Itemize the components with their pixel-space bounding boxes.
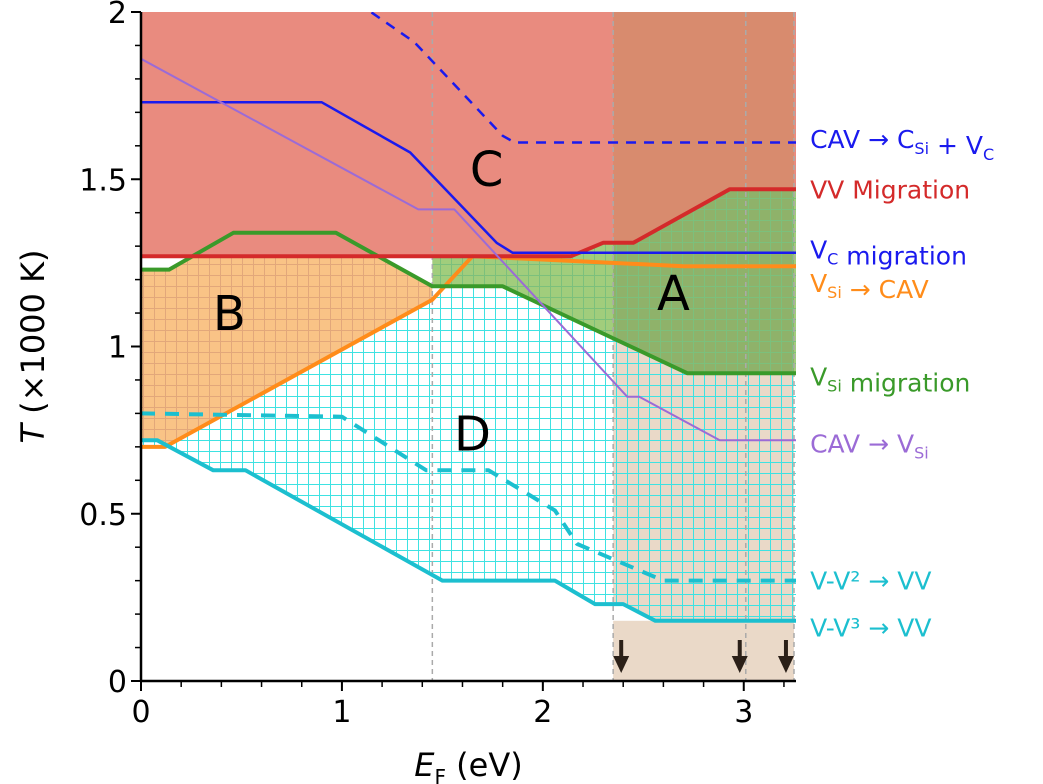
- series-label-vsi_migration: VSi migration: [810, 363, 970, 398]
- series-layer: [141, 12, 796, 673]
- series-v_v3_to_vv: [141, 438, 796, 623]
- axes: 0 1 2 3 0 0.5 1 1.5 2 EF (eV) T (×1000 K): [14, 0, 796, 784]
- arrow-head: [777, 656, 794, 673]
- series-label-vv_migration: VV Migration: [810, 175, 970, 204]
- y-tick-label-0: 0: [108, 665, 127, 700]
- x-axis-title: EF (eV): [414, 746, 522, 784]
- series-label-v_v3_to_vv: V-V³ → VV: [810, 613, 931, 642]
- y-tick-label-1: 1: [108, 331, 127, 366]
- series-label-v_v2_to_vv: V-V² → VV: [810, 567, 931, 596]
- x-tick-label-3: 3: [734, 695, 753, 730]
- region-label-D: D: [454, 406, 491, 462]
- series-label-cav_to_vsi: CAV → VSi: [810, 430, 929, 463]
- x-tick-label-2: 2: [533, 695, 552, 730]
- series-cav_to_csi_vc: [368, 12, 796, 144]
- arrow-marker-1: [731, 640, 748, 673]
- y-tick-label-2: 2: [108, 0, 127, 31]
- y-tick-label-1.5: 1.5: [79, 163, 127, 198]
- series-vsi_migration: [141, 230, 796, 376]
- region-label-C: C: [470, 142, 504, 198]
- region-d-grid: [141, 286, 796, 621]
- arrow-head: [731, 656, 748, 673]
- series-vv_migration: [141, 187, 796, 259]
- series-vc_migration: [141, 101, 796, 255]
- x-tick-label-0: 0: [131, 695, 150, 730]
- regions-layer: [141, 12, 796, 681]
- labels-layer: C B A D VSi → CAV VSi migration VV Migration VC…: [213, 125, 994, 642]
- series-vsi_to_cav: [141, 254, 796, 449]
- reference-lines: [431, 12, 795, 681]
- series-label-vsi_to_cav: VSi → CAV: [810, 269, 929, 304]
- y-tick-label-0.5: 0.5: [79, 498, 127, 533]
- x-tick-label-1: 1: [332, 695, 351, 730]
- series-cav_to_vsi: [141, 57, 796, 442]
- region-label-A: A: [657, 266, 690, 322]
- arrow-marker-0: [613, 640, 630, 673]
- y-axis-title: T (×1000 K): [14, 249, 52, 443]
- arrow-marker-2: [777, 640, 794, 673]
- region-a-dark-grid: [613, 189, 794, 374]
- region-c-dark-fill: [613, 12, 794, 243]
- region-label-B: B: [213, 286, 246, 342]
- region-b-grid: [141, 256, 433, 446]
- tan-band-bottom: [613, 620, 794, 681]
- series-v_v2_to_vv: [141, 411, 796, 583]
- arrow-head: [613, 656, 630, 673]
- series-label-vc_migration: VC migration: [810, 235, 967, 270]
- series-label-cav_to_csi_vc: CAV → CSi + VC: [810, 125, 994, 164]
